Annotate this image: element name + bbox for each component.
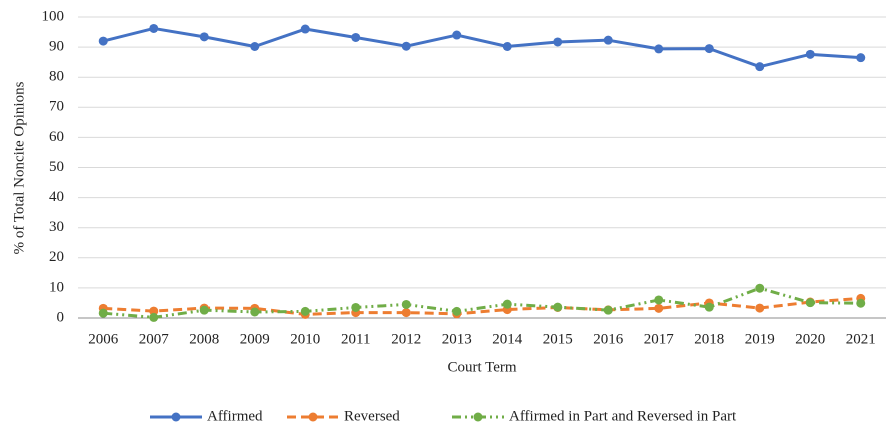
point: [704, 44, 714, 54]
point: [654, 303, 664, 313]
x-tick-label: 2021: [846, 331, 876, 347]
point: [250, 41, 260, 51]
legend-marker: [473, 412, 483, 422]
point: [553, 37, 563, 47]
point: [300, 306, 310, 316]
point: [149, 312, 159, 322]
x-tick-label: 2007: [139, 331, 170, 347]
series-line: [102, 26, 861, 69]
y-tick-label: 10: [49, 279, 64, 295]
x-axis-label: Court Term: [447, 359, 516, 375]
x-tick-label: 2009: [240, 331, 270, 347]
point: [805, 298, 815, 308]
y-tick-label: 0: [57, 309, 65, 325]
x-tick-label: 2012: [391, 331, 421, 347]
y-tick-label: 40: [49, 189, 64, 205]
y-tick-label: 50: [49, 159, 64, 175]
x-tick-label: 2019: [745, 331, 775, 347]
x-tick-label: 2008: [189, 331, 219, 347]
x-tick-label: 2011: [341, 331, 370, 347]
point: [199, 32, 209, 42]
point: [149, 23, 159, 33]
point: [401, 308, 411, 318]
x-tick-label: 2014: [492, 331, 523, 347]
point: [98, 308, 108, 318]
point: [401, 41, 411, 51]
y-tick-label: 60: [49, 129, 64, 145]
x-tick-label: 2006: [88, 331, 119, 347]
point: [502, 299, 512, 309]
point: [755, 283, 765, 293]
x-tick-label: 2015: [543, 331, 573, 347]
legend-marker: [171, 412, 181, 422]
point: [98, 36, 108, 46]
point: [755, 62, 765, 72]
x-tick-label: 2018: [694, 331, 724, 347]
point: [300, 24, 310, 34]
x-tick-label: 2020: [795, 331, 825, 347]
x-tick-label: 2016: [593, 331, 624, 347]
point: [149, 306, 159, 316]
point: [603, 35, 613, 45]
x-tick-label: 2010: [290, 331, 320, 347]
point: [452, 306, 462, 316]
point: [199, 305, 209, 315]
y-tick-label: 70: [49, 99, 64, 115]
point: [704, 302, 714, 312]
y-tick-label: 30: [49, 219, 64, 235]
legend-label: Reversed: [344, 408, 400, 424]
y-tick-label: 90: [49, 39, 64, 55]
point: [654, 295, 664, 305]
point: [351, 302, 361, 312]
point: [401, 299, 411, 309]
x-tick-label: 2013: [442, 331, 472, 347]
point: [603, 305, 613, 315]
point: [856, 53, 866, 63]
point: [654, 44, 664, 54]
y-tick-label: 20: [49, 249, 64, 265]
y-axis-label: % of Total Noncite Opinions: [11, 81, 27, 254]
point: [502, 41, 512, 51]
legend-label: Affirmed in Part and Reversed in Part: [509, 408, 737, 424]
series-line: [103, 296, 861, 316]
y-tick-label: 80: [49, 69, 64, 85]
x-tick-label: 2017: [644, 331, 675, 347]
y-tick-label: 100: [42, 8, 65, 24]
point: [452, 30, 462, 40]
point: [250, 307, 260, 317]
point: [805, 49, 815, 59]
point: [856, 298, 866, 308]
series-line: [103, 286, 861, 319]
legend-marker: [308, 412, 318, 422]
point: [553, 302, 563, 312]
legend-label: Affirmed: [207, 408, 263, 424]
point: [351, 32, 361, 42]
point: [755, 303, 765, 313]
